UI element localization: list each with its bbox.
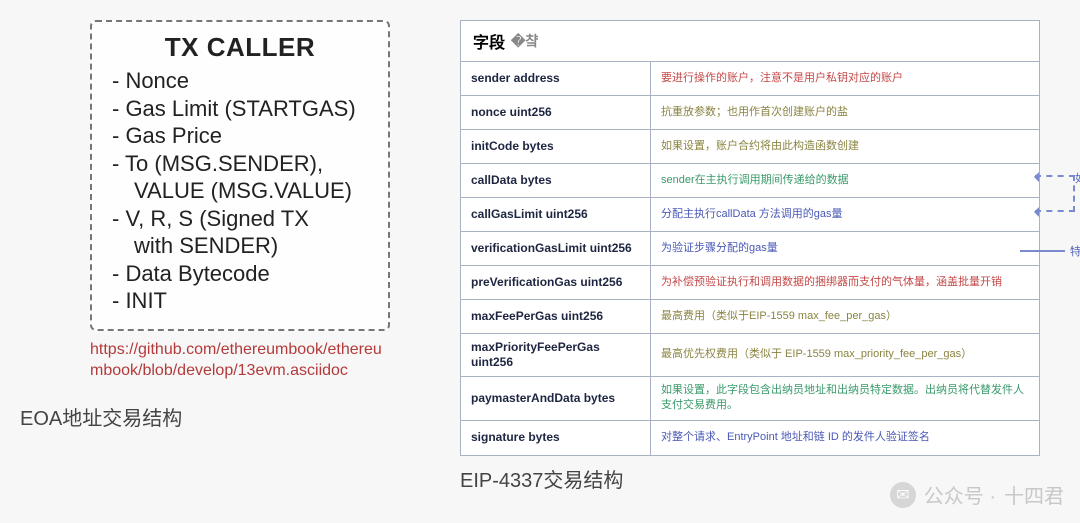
table-row: callData bytessender在主执行调用期间传递给的数据 bbox=[461, 164, 1039, 198]
field-name: verificationGasLimit uint256 bbox=[461, 232, 651, 265]
tx-list-item: - INIT bbox=[112, 287, 372, 315]
watermark: ✉ 公众号 · 十四君 bbox=[890, 480, 1064, 509]
table-header-label: 字段 bbox=[473, 29, 505, 53]
table-row: initCode bytes如果设置，账户合约将由此构造函数创建 bbox=[461, 130, 1039, 164]
field-description: 如果设置，账户合约将由此构造函数创建 bbox=[651, 130, 1039, 163]
field-name: callData bytes bbox=[461, 164, 651, 197]
field-name: paymasterAndData bytes bbox=[461, 377, 651, 420]
field-description: 对整个请求、EntryPoint 地址和链 ID 的发件人验证签名 bbox=[651, 421, 1039, 455]
tx-caller-title: TX CALLER bbox=[108, 32, 372, 63]
arrow-2 bbox=[1035, 210, 1075, 212]
line-3 bbox=[1020, 250, 1065, 252]
left-caption: EOA地址交易结构 bbox=[20, 402, 420, 431]
field-description: sender在主执行调用期间传递给的数据 bbox=[651, 164, 1039, 197]
tx-list-item: - Gas Limit (STARTGAS) bbox=[112, 95, 372, 123]
field-name: maxFeePerGas uint256 bbox=[461, 300, 651, 333]
field-name: callGasLimit uint256 bbox=[461, 198, 651, 231]
tx-list-item: - Nonce bbox=[112, 67, 372, 95]
fields-table: 字段 �챸 sender address要进行操作的账户，注意不是用户私钥对应的… bbox=[460, 20, 1040, 456]
field-description: 要进行操作的账户，注意不是用户私钥对应的账户 bbox=[651, 62, 1039, 95]
table-header: 字段 �챸 bbox=[461, 21, 1039, 62]
watermark-name: 十四君 bbox=[1004, 480, 1064, 509]
link-icon: �챸 bbox=[511, 31, 538, 51]
field-name: signature bytes bbox=[461, 421, 651, 455]
field-description: 为补偿预验证执行和调用数据的捆绑器而支付的气体量，涵盖批量开销 bbox=[651, 266, 1039, 299]
field-description: 最高优先权费用（类似于 EIP-1559 max_priority_fee_pe… bbox=[651, 334, 1039, 376]
table-row: paymasterAndData bytes如果设置，此字段包含出纳员地址和出纳… bbox=[461, 377, 1039, 421]
table-row: nonce uint256抗重放参数；也用作首次创建账户的盐 bbox=[461, 96, 1039, 130]
field-description: 分配主执行callData 方法调用的gas量 bbox=[651, 198, 1039, 231]
annotation-2: 特别的细，用来让冷地址变暖的 bbox=[1070, 243, 1080, 259]
watermark-prefix: 公众号 · bbox=[924, 480, 996, 509]
tx-list-item: - V, R, S (Signed TX bbox=[112, 205, 372, 233]
tx-list-item: VALUE (MSG.VALUE) bbox=[112, 177, 372, 205]
table-body: sender address要进行操作的账户，注意不是用户私钥对应的账户nonc… bbox=[461, 62, 1039, 455]
tx-list-item: - Data Bytecode bbox=[112, 260, 372, 288]
table-row: sender address要进行操作的账户，注意不是用户私钥对应的账户 bbox=[461, 62, 1039, 96]
tx-list-item: - To (MSG.SENDER), bbox=[112, 150, 372, 178]
field-name: initCode bytes bbox=[461, 130, 651, 163]
field-description: 最高费用（类似于EIP-1559 max_fee_per_gas） bbox=[651, 300, 1039, 333]
table-row: preVerificationGas uint256为补偿预验证执行和调用数据的… bbox=[461, 266, 1039, 300]
tx-caller-list: - Nonce- Gas Limit (STARTGAS)- Gas Price… bbox=[108, 67, 372, 315]
tx-list-item: with SENDER) bbox=[112, 232, 372, 260]
table-row: maxFeePerGas uint256最高费用（类似于EIP-1559 max… bbox=[461, 300, 1039, 334]
field-description: 抗重放参数；也用作首次创建账户的盐 bbox=[651, 96, 1039, 129]
field-description: 如果设置，此字段包含出纳员地址和出纳员特定数据。出纳员将代替发件人支付交易费用。 bbox=[651, 377, 1039, 420]
field-description: 为验证步骤分配的gas量 bbox=[651, 232, 1039, 265]
table-row: signature bytes对整个请求、EntryPoint 地址和链 ID … bbox=[461, 421, 1039, 455]
source-url[interactable]: https://github.com/ethereumbook/ethereum… bbox=[90, 339, 390, 382]
tx-caller-box: TX CALLER - Nonce- Gas Limit (STARTGAS)-… bbox=[90, 20, 390, 331]
table-row: maxPriorityFeePerGas uint256最高优先权费用（类似于 … bbox=[461, 334, 1039, 377]
field-name: preVerificationGas uint256 bbox=[461, 266, 651, 299]
field-name: nonce uint256 bbox=[461, 96, 651, 129]
wechat-icon: ✉ bbox=[890, 482, 916, 508]
field-name: maxPriorityFeePerGas uint256 bbox=[461, 334, 651, 376]
table-row: callGasLimit uint256分配主执行callData 方法调用的g… bbox=[461, 198, 1039, 232]
annotation-1: 如果不准，将会批量失败 bbox=[1075, 170, 1080, 186]
table-row: verificationGasLimit uint256为验证步骤分配的gas量 bbox=[461, 232, 1039, 266]
tx-list-item: - Gas Price bbox=[112, 122, 372, 150]
arrow-1 bbox=[1035, 175, 1075, 177]
field-name: sender address bbox=[461, 62, 651, 95]
